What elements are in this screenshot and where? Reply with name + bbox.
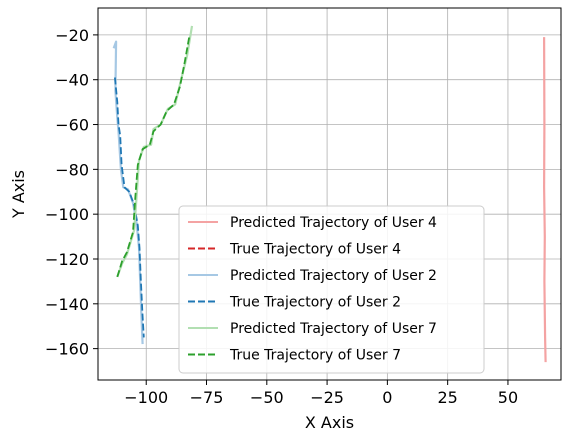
y-tick-label: −60 [55,116,89,135]
y-tick-label: −120 [45,250,89,269]
ticks: −100 −75 −50 −25 0 25 50 −20 −40 −60 −80 −100 −120 −1… [45,26,518,407]
legend-label: Predicted Trajectory of User 4 [230,215,437,231]
series-layer [112,25,547,363]
x-tick-label: −100 [124,388,168,407]
y-tick-label: −100 [45,205,89,224]
y-tick-label: −40 [55,71,89,90]
y-tick-label: −140 [45,295,89,314]
x-tick-label: 25 [437,388,457,407]
legend-box [178,205,485,374]
legend-label: Predicted Trajectory of User 2 [230,268,437,284]
y-tick-label: −20 [55,26,89,45]
legend: Predicted Trajectory of User 4 True Traje… [178,205,485,374]
x-axis-label: X Axis [305,413,354,432]
series-line-1 [543,37,547,363]
y-tick-label: −80 [55,160,89,179]
plot-frame [97,7,562,381]
series-line-4 [114,77,145,338]
x-tick-label: −50 [250,388,284,407]
legend-label: True Trajectory of User 7 [229,348,401,364]
x-tick-label: 0 [382,388,392,407]
y-axis-label: Y Axis [9,170,28,219]
legend-label: Predicted Trajectory of User 7 [230,321,437,337]
x-tick-label: −25 [310,388,344,407]
x-tick-label: −75 [190,388,224,407]
y-tick-label: −160 [45,340,89,359]
x-tick-label: 50 [498,388,518,407]
legend-label: True Trajectory of User 4 [229,242,401,258]
series-line-6 [116,34,191,278]
legend-label: True Trajectory of User 2 [229,295,401,311]
